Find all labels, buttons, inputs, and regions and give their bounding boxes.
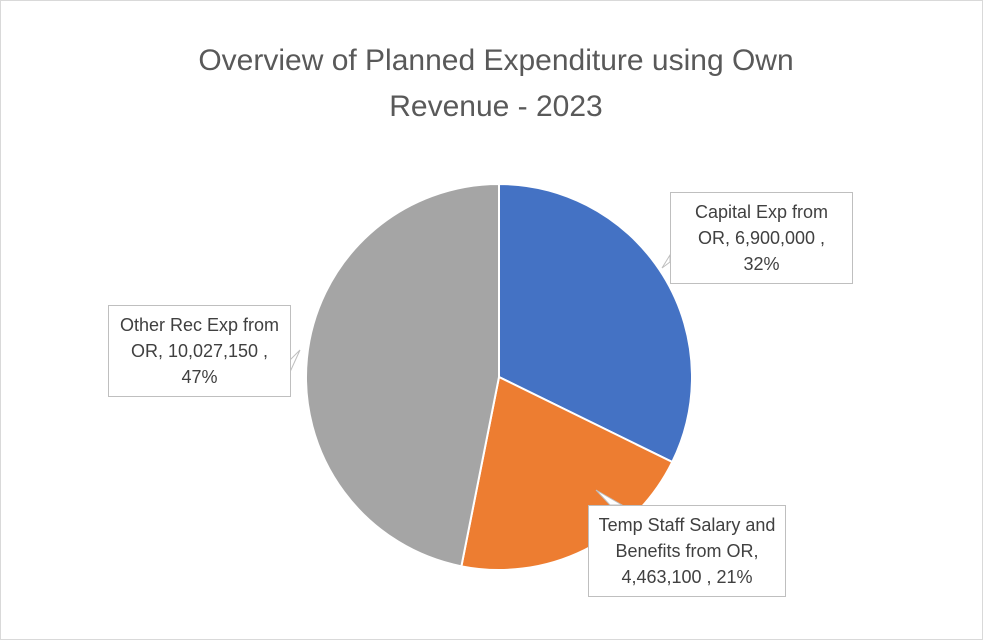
chart-title: Overview of Planned Expenditure using Ow… bbox=[198, 44, 794, 123]
data-label: Other Rec Exp from OR, 10,027,150 , 47% bbox=[108, 305, 291, 397]
callout-pointer bbox=[289, 349, 301, 373]
data-label: Temp Staff Salary and Benefits from OR, … bbox=[588, 505, 786, 597]
data-label: Capital Exp from OR, 6,900,000 , 32% bbox=[670, 192, 853, 284]
pie-slice bbox=[305, 182, 500, 568]
pie-slice bbox=[498, 182, 693, 464]
callout-pointer bbox=[661, 253, 671, 269]
